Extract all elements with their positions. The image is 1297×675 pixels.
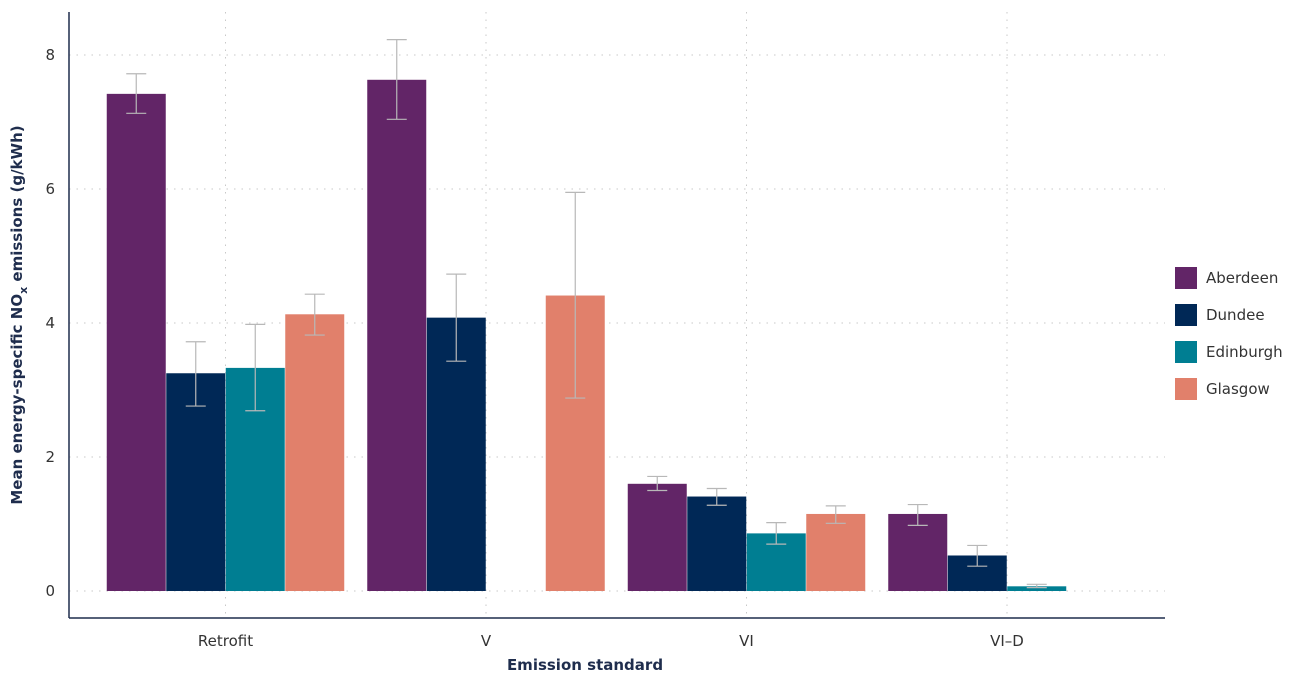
bars bbox=[106, 79, 1067, 592]
x-axis-title: Emission standard bbox=[507, 656, 663, 674]
errorbar-aberdeen-0 bbox=[126, 73, 147, 114]
bar-aberdeen-2 bbox=[627, 483, 687, 591]
x-tick-label: VI–D bbox=[990, 632, 1024, 650]
bar-aberdeen-0 bbox=[106, 93, 166, 592]
errorbar-aberdeen-1 bbox=[386, 38, 407, 120]
bar-dundee-0 bbox=[166, 373, 226, 591]
legend-label: Edinburgh bbox=[1206, 343, 1283, 361]
legend-label: Glasgow bbox=[1206, 380, 1270, 398]
y-tick-label: 0 bbox=[45, 582, 55, 600]
y-tick-label: 6 bbox=[45, 180, 55, 198]
bar-glasgow-0 bbox=[285, 314, 345, 591]
axes bbox=[68, 12, 1165, 619]
legend-swatch bbox=[1175, 341, 1197, 363]
bar-aberdeen-3 bbox=[888, 513, 948, 591]
y-tick-labels: 0 2 4 6 8 bbox=[45, 46, 55, 600]
legend-swatch bbox=[1175, 378, 1197, 400]
legend-label: Dundee bbox=[1206, 306, 1265, 324]
error-bars bbox=[126, 38, 1047, 589]
errorbar-glasgow-2 bbox=[825, 505, 846, 524]
errorbar-aberdeen-2 bbox=[647, 475, 668, 492]
errorbar-aberdeen-3 bbox=[907, 503, 928, 526]
legend-item-glasgow: Glasgow bbox=[1175, 378, 1270, 400]
legend-swatch bbox=[1175, 267, 1197, 289]
bar-dundee-2 bbox=[687, 496, 747, 591]
errorbar-edinburgh-3 bbox=[1026, 583, 1047, 589]
x-tick-labels: Retrofit V VI VI–D bbox=[198, 632, 1024, 650]
x-tick-label: Retrofit bbox=[198, 632, 253, 650]
legend: Aberdeen Dundee Edinburgh Glasgow bbox=[1175, 267, 1283, 400]
legend-label: Aberdeen bbox=[1206, 269, 1278, 287]
bar-aberdeen-1 bbox=[367, 79, 427, 591]
bar-glasgow-2 bbox=[806, 513, 866, 591]
grid bbox=[69, 12, 1165, 618]
legend-swatch bbox=[1175, 304, 1197, 326]
bar-dundee-1 bbox=[426, 317, 486, 591]
legend-item-edinburgh: Edinburgh bbox=[1175, 341, 1283, 363]
y-tick-label: 4 bbox=[45, 314, 55, 332]
errorbar-dundee-0 bbox=[185, 341, 206, 407]
y-tick-label: 8 bbox=[45, 46, 55, 64]
y-axis-title-subscript: x bbox=[17, 287, 30, 294]
errorbar-glasgow-1 bbox=[565, 191, 586, 399]
errorbar-glasgow-0 bbox=[304, 293, 325, 336]
errorbar-dundee-2 bbox=[706, 487, 727, 506]
y-tick-label: 2 bbox=[45, 448, 55, 466]
x-tick-label: V bbox=[481, 632, 492, 650]
legend-item-dundee: Dundee bbox=[1175, 304, 1265, 326]
errorbar-dundee-1 bbox=[446, 273, 467, 362]
errorbar-dundee-3 bbox=[967, 544, 988, 567]
legend-item-aberdeen: Aberdeen bbox=[1175, 267, 1278, 289]
x-tick-label: VI bbox=[739, 632, 754, 650]
bar-edinburgh-3 bbox=[1007, 586, 1067, 591]
y-axis-title: Mean energy-specific NOx emissions (g/kW… bbox=[8, 125, 30, 504]
errorbar-edinburgh-0 bbox=[245, 323, 266, 412]
errorbar-edinburgh-2 bbox=[766, 522, 787, 545]
